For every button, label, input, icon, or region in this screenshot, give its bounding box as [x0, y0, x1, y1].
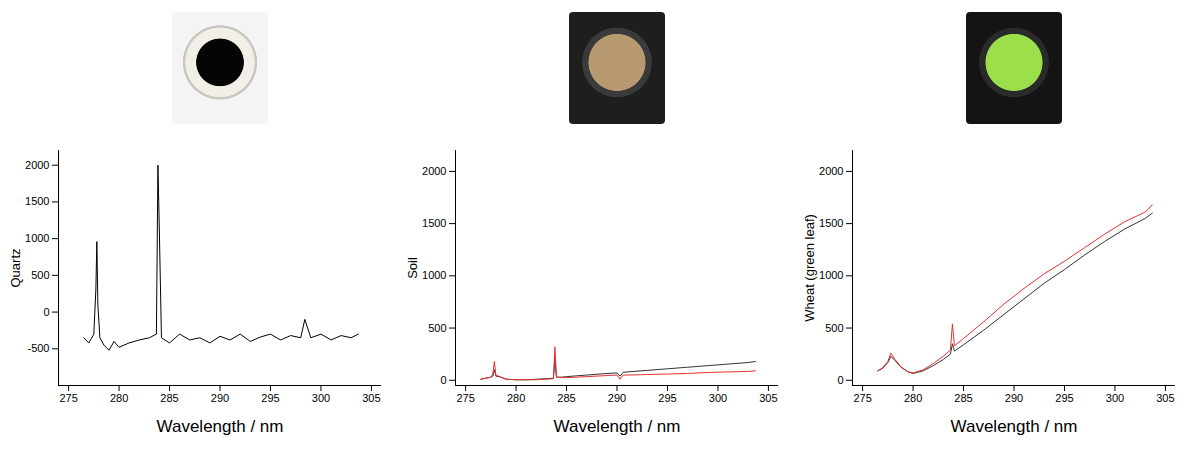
- svg-text:1000: 1000: [25, 232, 49, 244]
- svg-text:290: 290: [1005, 392, 1023, 404]
- svg-text:295: 295: [261, 392, 279, 404]
- svg-text:275: 275: [853, 392, 871, 404]
- svg-text:280: 280: [904, 392, 922, 404]
- svg-text:305: 305: [1156, 392, 1174, 404]
- svg-text:300: 300: [1106, 392, 1124, 404]
- svg-text:1500: 1500: [422, 217, 446, 229]
- svg-text:285: 285: [954, 392, 972, 404]
- svg-text:500: 500: [428, 322, 446, 334]
- svg-text:Wheat (green leaf): Wheat (green leaf): [802, 214, 817, 322]
- svg-text:1500: 1500: [25, 195, 49, 207]
- svg-text:280: 280: [507, 392, 525, 404]
- svg-text:-500: -500: [27, 342, 49, 354]
- svg-text:Quartz: Quartz: [8, 248, 23, 287]
- svg-text:2000: 2000: [422, 165, 446, 177]
- svg-text:0: 0: [837, 374, 843, 386]
- svg-text:290: 290: [608, 392, 626, 404]
- svg-text:500: 500: [825, 322, 843, 334]
- svg-text:300: 300: [312, 392, 330, 404]
- svg-text:0: 0: [440, 374, 446, 386]
- svg-text:275: 275: [456, 392, 474, 404]
- svg-text:290: 290: [211, 392, 229, 404]
- svg-text:1000: 1000: [422, 269, 446, 281]
- svg-text:300: 300: [709, 392, 727, 404]
- svg-text:0: 0: [43, 306, 49, 318]
- svg-text:Wavelength / nm: Wavelength / nm: [157, 417, 284, 436]
- svg-text:280: 280: [110, 392, 128, 404]
- svg-text:285: 285: [557, 392, 575, 404]
- svg-text:2000: 2000: [819, 165, 843, 177]
- svg-text:285: 285: [160, 392, 178, 404]
- svg-text:1000: 1000: [819, 269, 843, 281]
- svg-text:305: 305: [759, 392, 777, 404]
- svg-text:295: 295: [658, 392, 676, 404]
- svg-text:Wavelength / nm: Wavelength / nm: [951, 417, 1078, 436]
- svg-text:305: 305: [362, 392, 380, 404]
- svg-text:Wavelength / nm: Wavelength / nm: [554, 417, 681, 436]
- svg-text:295: 295: [1055, 392, 1073, 404]
- svg-text:275: 275: [59, 392, 77, 404]
- svg-text:1500: 1500: [819, 217, 843, 229]
- svg-text:Soil: Soil: [405, 257, 420, 279]
- svg-text:2000: 2000: [25, 159, 49, 171]
- svg-text:500: 500: [31, 269, 49, 281]
